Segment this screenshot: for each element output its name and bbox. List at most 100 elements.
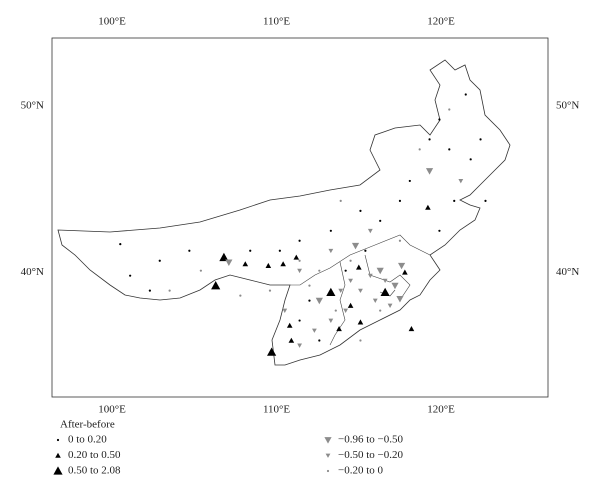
region-outline [57,59,511,366]
lat-tick-label: 40°N [21,266,44,278]
station-marker [425,204,431,210]
station-marker [328,318,334,323]
station-marker [334,309,337,312]
station-marker [469,158,472,161]
station-marker [453,199,456,202]
province-boundary [329,261,346,346]
station-marker [438,229,441,232]
station-marker [408,326,415,332]
station-marker [379,309,382,312]
station-marker [367,228,373,234]
station-marker [297,343,302,348]
lat-tick-label: 40°N [556,266,579,278]
station-marker [344,269,347,272]
station-marker [418,148,421,151]
station-marker [396,296,404,303]
station-marker [348,278,353,284]
station-marker [318,339,321,342]
legend-title: After-before [60,419,115,431]
station-marker [298,319,301,322]
station-marker [428,138,431,141]
station-marker [464,93,467,96]
station-marker [242,261,249,267]
station-marker [315,297,323,305]
station-marker [298,259,301,262]
lon-tick-label: 110°E [263,404,290,416]
lat-tick-label: 50°N [21,100,44,112]
station-marker [268,289,272,292]
legend-symbol [55,452,61,458]
station-marker [188,249,191,252]
legend-symbol [324,437,332,444]
station-marker [425,168,434,175]
station-marker [328,248,334,254]
station-marker [364,249,367,252]
station-marker [311,328,317,333]
province-boundary [364,254,411,301]
station-marker [278,249,281,252]
station-marker [359,339,362,342]
province-boundary [290,234,431,286]
station-marker [347,302,354,308]
legend-label: 0 to 0.20 [68,434,107,446]
legend-label: −0.20 to 0 [338,465,384,477]
station-marker [398,199,402,202]
station-marker [359,209,362,212]
station-marker [391,282,399,290]
station-marker [387,303,393,308]
station-marker [351,242,360,250]
station-marker [239,294,242,297]
station-marker [211,281,221,290]
station-marker [329,229,332,232]
station-marker [225,259,233,266]
station-marker [479,138,482,141]
station-marker [168,289,171,292]
legend-symbol [325,453,331,458]
station-marker [298,239,301,242]
station-marker [339,199,342,202]
legend-symbol [56,438,60,442]
station-marker [199,269,202,272]
legend-label: −0.96 to −0.50 [338,434,403,446]
station-marker [458,179,464,184]
station-marker [249,249,252,252]
station-marker [288,337,295,343]
lon-tick-label: 120°E [427,404,455,416]
station-marker [326,287,336,296]
station-marker [408,179,411,183]
legend-symbol [53,466,63,475]
station-marker [119,242,122,246]
map-frame [51,37,549,398]
station-marker [349,259,352,262]
lon-tick-label: 100°E [98,16,126,28]
station-marker [380,287,390,296]
station-marker [318,269,321,272]
station-marker [379,219,382,222]
station-marker [282,308,288,313]
lon-tick-label: 100°E [98,404,126,416]
station-marker [376,267,384,275]
station-marker [265,262,272,268]
station-marker [308,299,311,302]
station-marker [148,289,151,292]
station-marker [448,108,451,111]
station-marker [382,278,388,284]
station-marker [336,326,342,332]
station-marker [372,298,378,304]
lat-tick-label: 50°N [556,100,579,112]
station-marker [438,118,441,121]
lon-tick-label: 120°E [427,16,455,28]
station-marker [338,288,344,294]
station-marker [357,319,364,325]
station-marker [129,274,132,277]
station-marker [367,273,373,279]
station-marker [297,268,302,274]
legend-label: 0.20 to 0.50 [68,449,121,461]
station-marker [397,262,406,270]
station-marker [358,288,363,294]
station-marker [356,264,362,270]
station-marker [343,308,349,313]
station-marker [219,252,229,262]
station-marker [293,254,300,260]
